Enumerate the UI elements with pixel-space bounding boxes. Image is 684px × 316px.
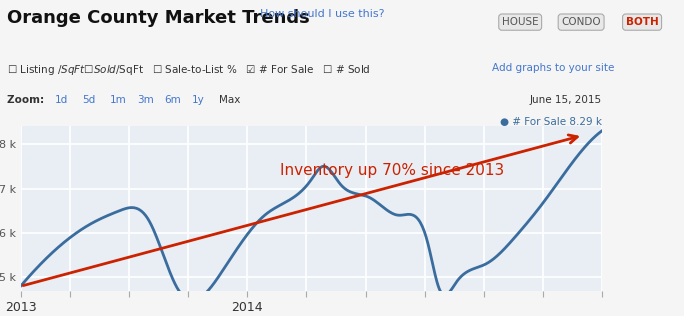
Text: Add graphs to your site: Add graphs to your site <box>492 63 615 73</box>
Text: 5d: 5d <box>82 95 95 105</box>
Text: 3m: 3m <box>137 95 153 105</box>
Text: HOUSE: HOUSE <box>502 17 538 27</box>
Text: Zoom:: Zoom: <box>7 95 51 105</box>
Text: 1y: 1y <box>192 95 205 105</box>
Text: Orange County Market Trends: Orange County Market Trends <box>7 9 310 27</box>
Text: ☐ Listing $/SqFt   ☐ Sold $/SqFt   ☐ Sale-to-List %   ☑ # For Sale   ☐ # Sold: ☐ Listing $/SqFt ☐ Sold $/SqFt ☐ Sale-to… <box>7 63 371 77</box>
Text: CONDO: CONDO <box>562 17 601 27</box>
Text: Inventory up 70% since 2013: Inventory up 70% since 2013 <box>280 163 505 178</box>
Text: 1m: 1m <box>109 95 126 105</box>
Text: How should I use this?: How should I use this? <box>260 9 384 20</box>
Text: Max: Max <box>219 95 240 105</box>
Text: 6m: 6m <box>164 95 181 105</box>
Text: 1d: 1d <box>55 95 68 105</box>
Text: ● # For Sale 8.29 k: ● # For Sale 8.29 k <box>500 117 602 127</box>
Text: June 15, 2015: June 15, 2015 <box>530 95 602 105</box>
Text: BOTH: BOTH <box>626 17 659 27</box>
